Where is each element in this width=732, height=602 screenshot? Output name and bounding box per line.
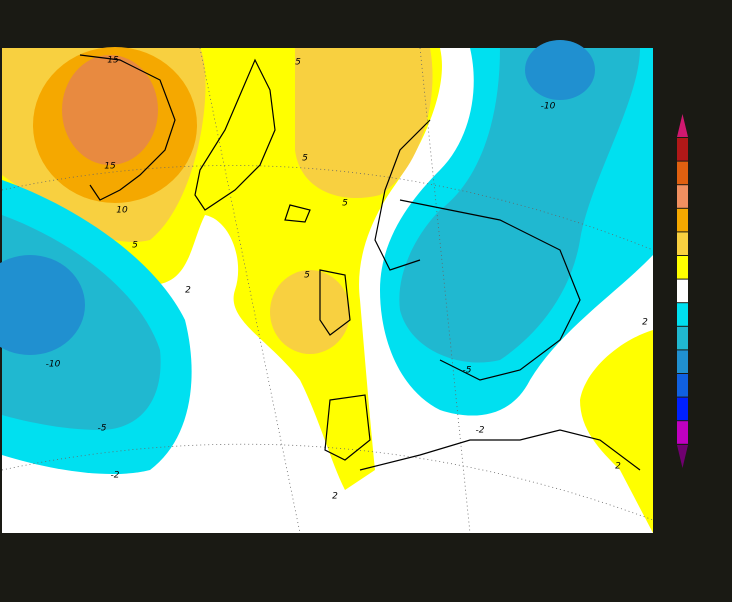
colorbar-swatch [677, 185, 688, 208]
coastline [79, 54, 176, 201]
colorbar-swatch [677, 232, 688, 255]
contour-label: 10 [116, 206, 128, 216]
coastline [399, 199, 581, 381]
anomaly-region [525, 40, 595, 100]
colorbar-end [677, 445, 688, 468]
coastline [194, 58, 276, 211]
colorbar-swatch [677, 421, 688, 444]
contour-label: 5 [295, 58, 301, 68]
anomaly-region [62, 55, 158, 165]
contour-label: -5 [463, 366, 472, 376]
contour-label: -10 [46, 360, 61, 370]
contour-label: 5 [342, 199, 348, 209]
colorbar-end [677, 114, 688, 137]
colorbar-swatch [677, 161, 688, 185]
contour-label: 5 [302, 154, 308, 164]
contour-label: -2 [476, 426, 485, 436]
colorbar-swatch [677, 256, 688, 279]
anomaly-region [270, 270, 350, 354]
colorbar-swatch [677, 279, 688, 303]
colorbar-swatch [677, 374, 688, 397]
graticule [1, 443, 654, 521]
contour-label: 2 [185, 286, 191, 296]
contour-label: 15 [107, 56, 119, 66]
colorbar [677, 114, 688, 468]
coastline [284, 204, 311, 223]
contour-label: -2 [111, 471, 120, 481]
contour-label: 5 [132, 241, 138, 251]
anomaly-region [295, 48, 433, 198]
colorbar-swatch [677, 208, 688, 232]
colorbar-swatch [677, 350, 688, 373]
colorbar-swatch [677, 303, 688, 326]
contour-label: 15 [104, 162, 116, 172]
colorbar-swatch [677, 397, 688, 421]
coastline [319, 269, 351, 336]
colorbar-swatch [677, 138, 688, 161]
contour-label: -5 [98, 424, 107, 434]
contour-label: 5 [304, 271, 310, 281]
coastline [374, 119, 431, 271]
contour-label: 2 [615, 462, 621, 472]
map: 15 15 10 5 5 5 5 5 2 2 2 2 -10 -5 -2 -10… [0, 40, 654, 534]
coastline [324, 394, 371, 461]
graticule [199, 47, 471, 534]
graticule [1, 165, 654, 251]
anomaly-region [580, 330, 653, 533]
colorbar-swatch [677, 326, 688, 350]
contour-label: -10 [541, 102, 556, 112]
contour-label: 2 [332, 492, 338, 502]
contour-label: 2 [642, 318, 648, 328]
anomaly-region [0, 255, 85, 355]
coastline [359, 429, 641, 471]
anomaly-region [399, 48, 640, 363]
